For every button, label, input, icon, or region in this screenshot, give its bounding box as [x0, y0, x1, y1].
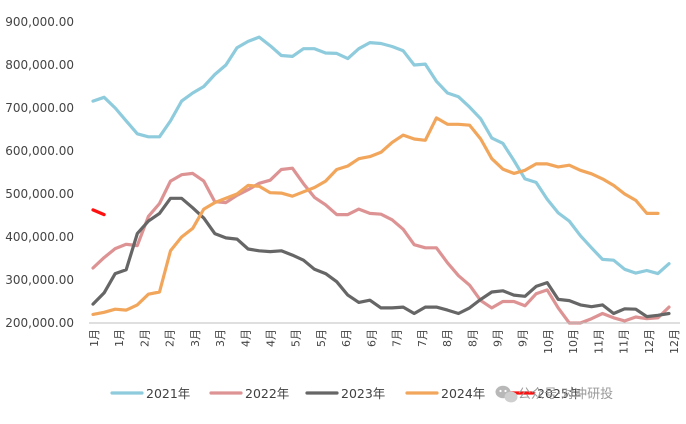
x-tick-label: 10月	[542, 329, 555, 354]
series-4	[93, 118, 658, 315]
x-tick-label: 11月	[618, 329, 631, 354]
y-tick-label: 500,000.00	[5, 187, 74, 201]
y-tick-label: 200,000.00	[5, 316, 74, 330]
watermark: 公众号·对冲研投	[496, 386, 614, 403]
legend-item: 2022年	[211, 386, 289, 401]
series-2	[93, 168, 669, 323]
legend-label: 2022年	[245, 386, 289, 401]
x-tick-label: 6月	[365, 329, 378, 347]
y-tick-label: 900,000.00	[5, 15, 74, 29]
x-tick-label: 1月	[113, 329, 126, 347]
x-tick-label: 4月	[239, 329, 252, 347]
x-tick-label: 3月	[214, 329, 227, 347]
legend-label: 2024年	[441, 386, 485, 401]
x-axis-tick-labels: 1月 1月 2月 2月 3月 3月 4月 4月 5月 5月 6月 6月 7月 7月 8月 8月 9月 9月 10月 1…	[88, 329, 681, 354]
series-3	[93, 198, 669, 316]
legend-label: 2021年	[146, 386, 190, 401]
x-tick-label: 7月	[416, 329, 429, 347]
x-tick-label: 7月	[391, 329, 404, 347]
x-tick-label: 6月	[340, 329, 353, 347]
series-line	[93, 210, 104, 215]
x-tick-label: 12月	[643, 329, 656, 354]
y-tick-label: 600,000.00	[5, 144, 74, 158]
wechat-icon	[496, 386, 518, 403]
series-line	[93, 198, 669, 316]
x-tick-label: 3月	[189, 329, 202, 347]
series-line	[93, 118, 658, 315]
legend-item: 2024年	[407, 386, 485, 401]
x-tick-label: 12月	[668, 329, 681, 354]
y-tick-label: 800,000.00	[5, 58, 74, 72]
x-tick-label: 1月	[88, 329, 101, 347]
x-tick-label: 4月	[265, 329, 278, 347]
x-tick-label: 9月	[517, 329, 530, 347]
y-tick-label: 400,000.00	[5, 230, 74, 244]
legend-label: 2023年	[341, 386, 385, 401]
y-tick-label: 700,000.00	[5, 101, 74, 115]
watermark-text: 公众号·对冲研投	[518, 386, 613, 402]
x-tick-label: 9月	[491, 329, 504, 347]
y-axis-tick-labels: 200,000.00 300,000.00 400,000.00 500,000.00…	[5, 15, 74, 330]
x-tick-label: 5月	[315, 329, 328, 347]
x-tick-label: 2月	[164, 329, 177, 347]
x-tick-label: 8月	[441, 329, 454, 347]
x-tick-label: 8月	[466, 329, 479, 347]
legend-item: 2021年	[112, 386, 190, 401]
series-5	[93, 210, 104, 215]
legend-item: 2023年	[307, 386, 385, 401]
x-tick-label: 5月	[290, 329, 303, 347]
series-line	[93, 168, 669, 323]
x-tick-label: 2月	[138, 329, 151, 347]
x-tick-label: 11月	[592, 329, 605, 354]
y-tick-label: 300,000.00	[5, 273, 74, 287]
x-tick-label: 10月	[567, 329, 580, 354]
plot-lines	[93, 37, 669, 323]
